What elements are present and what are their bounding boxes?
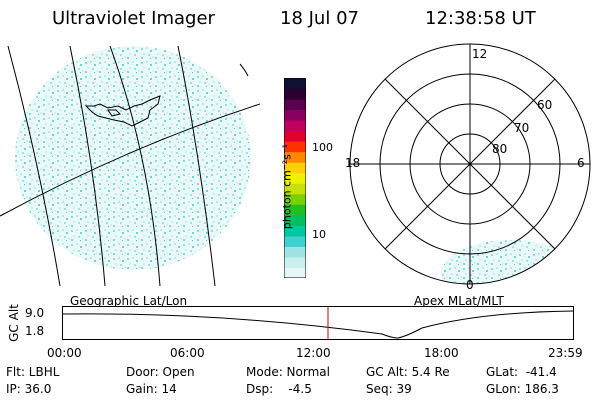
time-label: 12:38:58 UT	[425, 8, 536, 29]
status-filter: Flt: LBHL	[6, 365, 60, 379]
altitude-timeline	[62, 306, 575, 340]
colorbar-stripe	[284, 99, 306, 111]
x-tick-1800: 18:00	[424, 346, 459, 360]
mlt-18-label: 18	[345, 156, 361, 170]
colorbar-tick-100: 100	[312, 141, 333, 154]
color-scale-bar	[284, 78, 306, 278]
colorbar-stripe	[284, 183, 306, 195]
mlt-6-label: 6	[577, 156, 585, 170]
polar-panel-label: Apex MLat/MLT	[414, 294, 504, 308]
x-tick-2359: 23:59	[548, 346, 583, 360]
colorbar-stripe	[284, 214, 306, 226]
status-dsp: Dsp: -4.5	[246, 382, 312, 396]
geographic-panel-label: Geographic Lat/Lon	[70, 294, 188, 308]
gc-alt-low-tick: 1.8	[25, 324, 45, 338]
status-seq: Seq: 39	[366, 382, 412, 396]
mlat-60-label: 60	[537, 98, 553, 112]
colorbar-stripe	[284, 193, 306, 205]
status-gc-alt: GC Alt: 5.4 Re	[366, 365, 450, 379]
colorbar-stripe	[284, 78, 306, 90]
mlt-0-label: 0	[466, 278, 474, 292]
colorbar-tick-10: 10	[312, 228, 326, 241]
colorbar-stripe	[284, 267, 306, 278]
uv-disk	[15, 46, 251, 270]
status-mode: Mode: Normal	[246, 365, 330, 379]
polar-plot	[349, 43, 591, 285]
status-glat: GLat: -41.4	[486, 365, 557, 379]
colorbar-stripe	[284, 235, 306, 247]
gc-alt-high-tick: 9.0	[25, 306, 45, 320]
colorbar-stripe	[284, 130, 306, 142]
mlat-70-label: 70	[514, 121, 530, 135]
colorbar-stripe	[284, 225, 306, 237]
colorbar-stripe	[284, 151, 306, 163]
colorbar-stripe	[284, 204, 306, 216]
mlat-80-label: 80	[492, 142, 508, 156]
colorbar-stripe	[284, 246, 306, 258]
colorbar-stripe	[284, 162, 306, 174]
date-label: 18 Jul 07	[280, 8, 359, 29]
x-tick-0600: 06:00	[170, 346, 205, 360]
x-tick-1200: 12:00	[296, 346, 331, 360]
colorbar-stripe	[284, 256, 306, 268]
gc-alt-axis-label: GC Alt	[7, 304, 21, 342]
colorbar-unit-label: photon cm⁻²s⁻¹	[280, 143, 294, 230]
colorbar-stripe	[284, 141, 306, 153]
status-gain: Gain: 14	[126, 382, 177, 396]
colorbar-stripe	[284, 172, 306, 184]
colorbar-stripe	[284, 88, 306, 100]
status-glon: GLon: 186.3	[486, 382, 559, 396]
x-tick-0000: 00:00	[47, 346, 82, 360]
colorbar-stripe	[284, 120, 306, 132]
geographic-image	[0, 46, 260, 286]
colorbar-stripe	[284, 109, 306, 121]
app-title: Ultraviolet Imager	[52, 8, 215, 29]
mlt-12-label: 12	[472, 47, 488, 61]
status-ip: IP: 36.0	[6, 382, 52, 396]
status-door: Door: Open	[126, 365, 195, 379]
